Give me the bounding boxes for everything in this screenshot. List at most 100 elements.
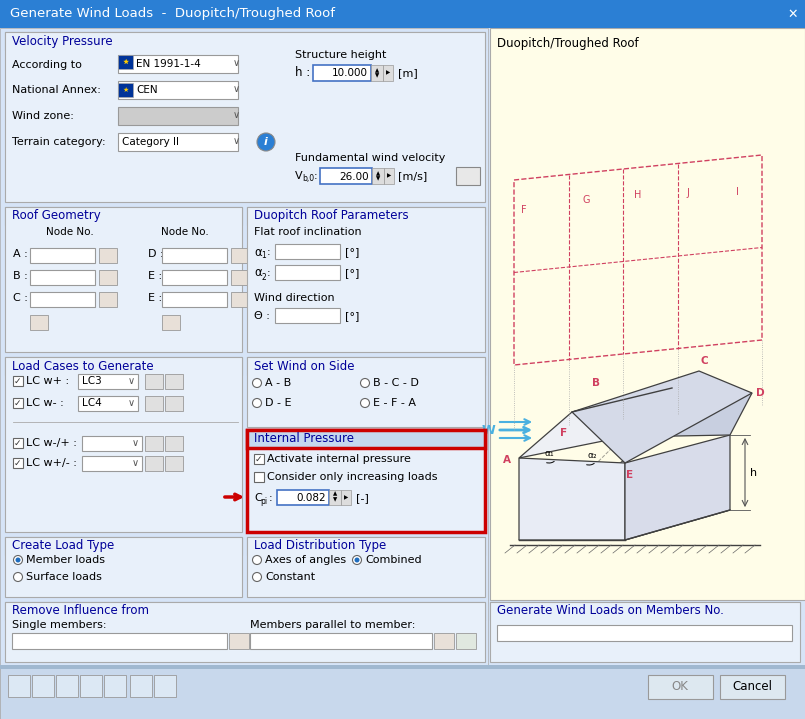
Text: ▲: ▲ — [333, 492, 337, 497]
Polygon shape — [519, 460, 730, 540]
Text: ▶: ▶ — [387, 173, 391, 178]
Bar — [0, 28, 488, 718]
Text: LC3: LC3 — [82, 377, 101, 387]
Polygon shape — [519, 458, 625, 540]
Text: Load Cases to Generate: Load Cases to Generate — [12, 360, 154, 372]
Bar — [5, 602, 485, 662]
Text: α₁: α₁ — [544, 449, 554, 457]
Bar — [145, 396, 163, 411]
Text: OK: OK — [671, 680, 688, 694]
Text: [°]: [°] — [345, 311, 359, 321]
Bar — [8, 675, 30, 697]
Bar — [118, 55, 238, 73]
Bar — [165, 396, 183, 411]
Text: C: C — [254, 493, 262, 503]
Text: LC w+/- :: LC w+/- : — [26, 458, 76, 468]
Text: Activate internal pressure: Activate internal pressure — [267, 454, 411, 464]
Text: E: E — [626, 470, 634, 480]
Text: ∨: ∨ — [128, 377, 135, 387]
Bar — [320, 168, 372, 184]
Text: Consider only increasing loads: Consider only increasing loads — [267, 472, 437, 482]
Text: LC w- :: LC w- : — [26, 398, 64, 408]
Bar — [162, 315, 180, 330]
Bar — [118, 55, 133, 69]
Text: Node No.: Node No. — [46, 227, 94, 237]
Text: [m/s]: [m/s] — [398, 171, 427, 181]
Text: ★: ★ — [122, 59, 129, 65]
Text: ▶: ▶ — [344, 495, 348, 500]
Text: :: : — [269, 493, 273, 503]
Bar — [254, 454, 264, 464]
Bar — [118, 81, 238, 99]
Circle shape — [253, 398, 262, 408]
Bar — [247, 430, 485, 532]
Bar — [247, 537, 485, 555]
Text: A: A — [503, 455, 511, 465]
Bar — [99, 292, 117, 307]
Bar — [247, 357, 485, 375]
Bar — [30, 315, 48, 330]
Text: Cancel: Cancel — [732, 680, 772, 694]
Text: :: : — [267, 268, 270, 278]
Circle shape — [353, 556, 361, 564]
Bar — [5, 32, 485, 202]
Bar — [5, 357, 242, 532]
Text: Duopitch/Troughed Roof: Duopitch/Troughed Roof — [497, 37, 638, 50]
Text: C :: C : — [13, 293, 28, 303]
Text: ✓: ✓ — [14, 439, 22, 447]
Text: ∨: ∨ — [233, 84, 240, 94]
Bar — [371, 65, 383, 81]
Bar — [229, 633, 249, 649]
Bar — [165, 374, 183, 389]
Bar — [247, 207, 485, 352]
Text: ★: ★ — [122, 59, 129, 65]
Circle shape — [253, 378, 262, 388]
Bar — [231, 270, 249, 285]
Text: Internal Pressure: Internal Pressure — [254, 433, 354, 446]
Bar — [5, 357, 242, 375]
Text: 0.082: 0.082 — [296, 493, 326, 503]
Bar — [145, 436, 163, 451]
Bar — [13, 438, 23, 448]
Bar — [99, 270, 117, 285]
Text: ✓: ✓ — [255, 454, 262, 464]
Bar — [456, 633, 476, 649]
Bar — [118, 55, 133, 69]
Bar — [165, 436, 183, 451]
Text: Surface loads: Surface loads — [26, 572, 102, 582]
Circle shape — [15, 557, 20, 562]
Bar — [247, 537, 485, 597]
Circle shape — [257, 133, 275, 151]
Text: B: B — [592, 378, 600, 388]
Bar — [13, 398, 23, 408]
Text: Generate Wind Loads  -  Duopitch/Troughed Roof: Generate Wind Loads - Duopitch/Troughed … — [10, 7, 335, 21]
Text: F: F — [521, 205, 526, 215]
Text: E :: E : — [148, 293, 162, 303]
Text: Load Distribution Type: Load Distribution Type — [254, 539, 386, 552]
Bar — [5, 537, 242, 597]
Text: B :: B : — [13, 271, 27, 281]
Text: LC w+ :: LC w+ : — [26, 376, 69, 386]
Text: G: G — [582, 195, 590, 205]
Text: ★: ★ — [122, 87, 129, 93]
Text: J: J — [687, 188, 689, 198]
Text: Create Load Type: Create Load Type — [12, 539, 114, 552]
Text: ∨: ∨ — [233, 136, 240, 146]
Bar — [82, 456, 142, 471]
Bar — [5, 207, 242, 225]
Text: Structure height: Structure height — [295, 50, 386, 60]
Bar — [5, 207, 242, 352]
Text: F: F — [560, 428, 568, 438]
Text: h: h — [750, 467, 758, 477]
Text: [m]: [m] — [398, 68, 418, 78]
Polygon shape — [572, 371, 752, 463]
Text: [°]: [°] — [345, 247, 359, 257]
Text: Flat roof inclination: Flat roof inclination — [254, 227, 361, 237]
Bar — [383, 65, 393, 81]
Text: Axes of angles: Axes of angles — [265, 555, 346, 565]
Bar — [231, 248, 249, 263]
Text: C: C — [700, 356, 708, 366]
Bar — [329, 490, 341, 505]
Text: ▼: ▼ — [333, 498, 337, 503]
Text: 2: 2 — [261, 273, 266, 282]
